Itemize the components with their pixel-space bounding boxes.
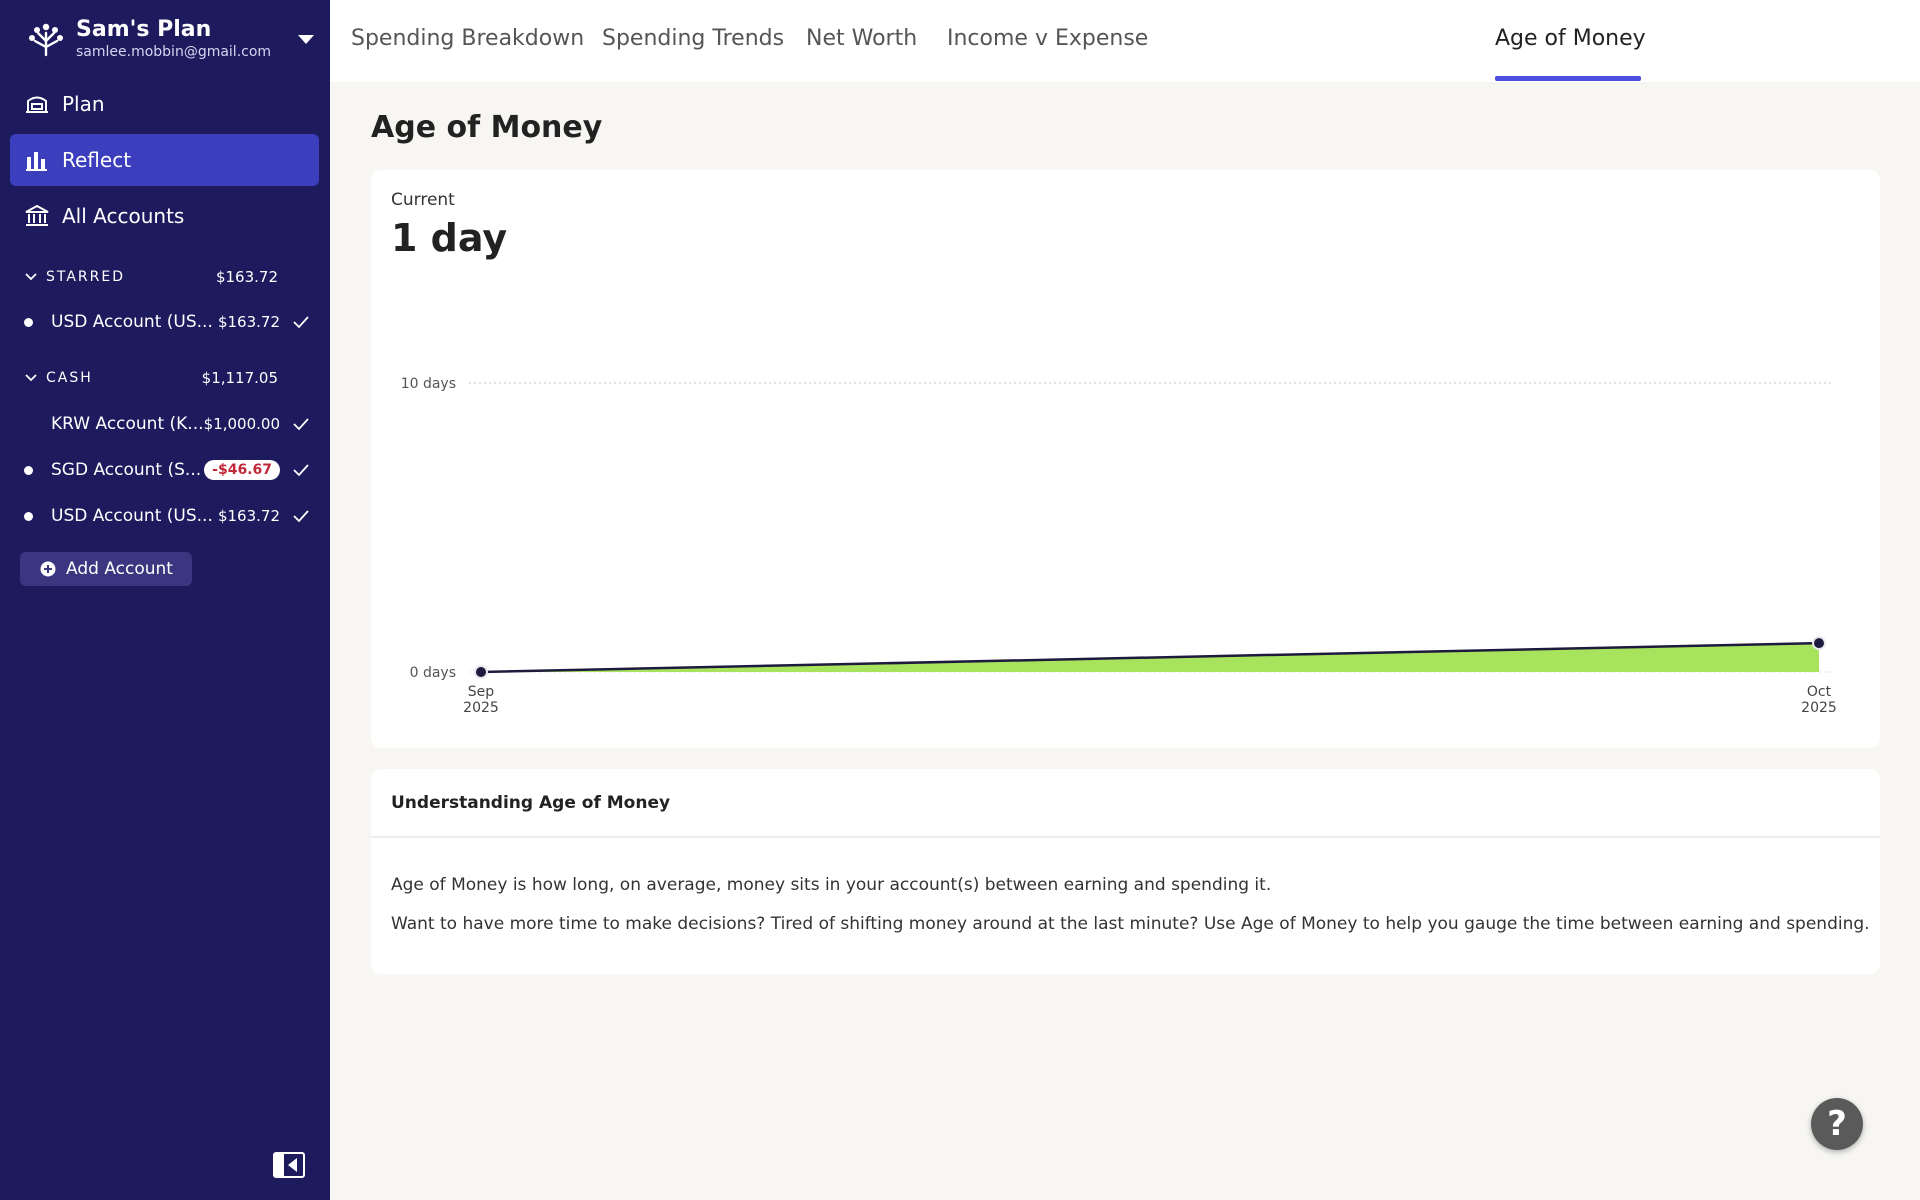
unreconciled-dot-icon <box>24 317 33 327</box>
page-title: Age of Money <box>371 110 603 145</box>
plan-name: Sam's Plan <box>76 17 212 42</box>
nav-reflect-label: Reflect <box>62 148 132 172</box>
data-point <box>476 667 486 677</box>
account-name: USD Account (US... <box>51 506 213 526</box>
series-line <box>480 641 1820 674</box>
check-icon <box>293 510 309 523</box>
x-tick-label: Oct <box>1807 684 1832 700</box>
info-paragraph: Age of Money is how long, on average, mo… <box>391 875 1272 895</box>
add-account-label: Add Account <box>66 559 173 579</box>
check-icon <box>293 316 309 329</box>
info-title: Understanding Age of Money <box>391 793 671 813</box>
account-balance: $163.72 <box>217 313 280 331</box>
info-paragraph: Want to have more time to make decisions… <box>391 914 1870 934</box>
group-starred[interactable]: STARRED $163.72 <box>24 265 278 289</box>
y-tick-label: 10 days <box>401 376 456 392</box>
account-name: KRW Account (K... <box>51 414 204 434</box>
plan-email: samlee.mobbin@gmail.com <box>76 44 272 60</box>
help-button[interactable]: ? <box>1811 1098 1863 1150</box>
plan-switcher[interactable]: Sam's Plan samlee.mobbin@gmail.com <box>26 14 316 64</box>
caret-down-icon[interactable] <box>296 32 316 46</box>
chevron-down-icon <box>25 273 37 281</box>
tab-spending-trends[interactable]: Spending Trends <box>602 26 785 51</box>
data-point <box>1814 638 1824 649</box>
bank-icon <box>25 204 49 226</box>
collapse-sidebar-icon[interactable] <box>273 1152 305 1178</box>
tab-income-v-expense[interactable]: Income v Expense <box>947 26 1149 51</box>
x-tick-label: Sep <box>468 684 495 700</box>
nav-all-accounts-label: All Accounts <box>62 204 185 228</box>
understanding-card: Understanding Age of Money Age of Money … <box>371 769 1880 974</box>
check-icon <box>293 418 309 431</box>
account-balance: $1,000.00 <box>203 415 280 433</box>
bar-chart-icon <box>26 152 47 171</box>
group-cash-name: CASH <box>46 370 93 386</box>
account-row[interactable]: USD Account (US... $163.72 <box>24 307 310 337</box>
add-account-button[interactable]: Add Account <box>20 552 192 586</box>
area-fill <box>481 643 1819 672</box>
chevron-down-icon <box>25 374 37 382</box>
nav-plan-label: Plan <box>62 92 105 116</box>
check-icon <box>293 464 309 477</box>
account-balance-negative: -$46.67 <box>204 460 280 480</box>
current-label: Current <box>391 190 455 210</box>
account-name: USD Account (US... <box>51 312 213 332</box>
group-starred-total: $163.72 <box>215 268 278 286</box>
x-tick-label: 2025 <box>463 700 499 716</box>
account-row[interactable]: SGD Account (S... -$46.67 <box>24 455 310 485</box>
account-name: SGD Account (S... <box>51 460 202 480</box>
unreconciled-dot-icon <box>24 465 33 475</box>
nav-all-accounts[interactable]: All Accounts <box>10 190 319 242</box>
divider <box>371 836 1880 838</box>
plus-circle-icon <box>40 561 56 577</box>
tab-spending-breakdown[interactable]: Spending Breakdown <box>351 26 585 51</box>
report-tabs: Spending Breakdown Spending Trends Net W… <box>330 0 1920 82</box>
tree-logo-icon <box>29 23 63 57</box>
account-row[interactable]: USD Account (US... $163.72 <box>24 501 310 531</box>
group-starred-name: STARRED <box>46 269 126 285</box>
active-tab-indicator <box>1495 76 1641 81</box>
nav-plan[interactable]: Plan <box>10 78 319 130</box>
account-balance: $163.72 <box>217 507 280 525</box>
tab-net-worth[interactable]: Net Worth <box>806 26 918 51</box>
sidebar: Sam's Plan samlee.mobbin@gmail.com Plan <box>0 0 330 1200</box>
age-of-money-chart-card: Current 1 day 0 days 10 days Sep 2025 Oct 202… <box>371 170 1880 748</box>
account-row[interactable]: KRW Account (K... $1,000.00 <box>24 409 310 439</box>
nav-reflect[interactable]: Reflect <box>10 134 319 186</box>
group-cash-total: $1,117.05 <box>201 369 278 387</box>
tab-age-of-money[interactable]: Age of Money <box>1495 26 1646 51</box>
y-tick-label: 0 days <box>410 665 456 681</box>
plan-icon <box>26 96 48 113</box>
unreconciled-dot-icon <box>24 511 33 521</box>
group-cash[interactable]: CASH $1,117.05 <box>24 366 278 390</box>
current-value: 1 day <box>391 216 508 260</box>
x-tick-label: 2025 <box>1801 700 1837 716</box>
